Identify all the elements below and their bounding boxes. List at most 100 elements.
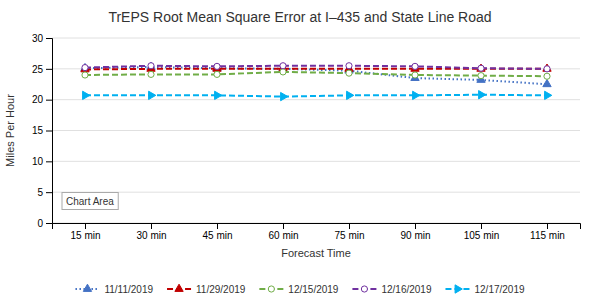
x-tick-label: 90 min	[400, 230, 430, 241]
series	[81, 62, 551, 86]
series-marker	[214, 63, 220, 69]
grid-line	[52, 99, 580, 100]
y-tick-mark	[46, 38, 52, 39]
grid-line	[52, 130, 580, 131]
series-marker	[81, 65, 89, 72]
x-tick-mark	[151, 223, 152, 229]
x-tick-label: 45 min	[202, 230, 232, 241]
series-marker	[82, 72, 88, 78]
x-tick-mark	[415, 223, 416, 229]
y-tick-mark	[46, 69, 52, 70]
series-marker	[544, 73, 550, 79]
x-axis-title: Forecast Time	[281, 247, 351, 259]
x-tick-mark	[283, 223, 284, 229]
y-tick-label: 30	[32, 33, 44, 44]
legend-marker	[361, 286, 367, 292]
x-tick: 60 min	[268, 223, 298, 241]
y-tick-mark	[46, 192, 52, 193]
x-tick: 115 min	[530, 223, 565, 241]
grid-line	[52, 161, 580, 162]
x-tick: 30 min	[136, 223, 166, 241]
legend-marker	[455, 285, 462, 293]
series-marker	[81, 63, 89, 70]
legend-marker	[268, 286, 274, 292]
series-marker	[545, 91, 552, 99]
y-tick-label: 10	[32, 156, 44, 167]
series	[82, 63, 550, 72]
legend-item: 11/11/2019	[75, 284, 153, 295]
legend-label: 12/15/2019	[288, 284, 338, 295]
y-tick-label: 15	[32, 125, 44, 136]
legend-marker	[83, 284, 91, 291]
y-tick-label: 20	[32, 94, 44, 105]
legend-label: 11/11/2019	[104, 284, 153, 295]
y-tick: 5	[37, 187, 52, 198]
legend-item: 12/17/2019	[445, 284, 524, 295]
series-marker	[148, 71, 154, 77]
plot: 0 5 10 15 20 25 30 15 min 30 min 45 min 60 min 75 m…	[32, 33, 581, 241]
legend: 11/11/201911/29/201912/15/201912/16/2019…	[75, 284, 525, 295]
legend-label: 12/16/2019	[381, 284, 431, 295]
series-marker	[281, 92, 288, 100]
y-tick-label: 25	[32, 64, 44, 75]
legend-marker	[175, 284, 183, 291]
x-axis-line	[53, 224, 581, 230]
series-marker	[215, 91, 222, 99]
series	[83, 91, 552, 101]
y-axis-title: Miles Per Hour	[4, 94, 16, 167]
series-marker	[347, 91, 354, 99]
x-tick: 90 min	[400, 223, 430, 241]
series-marker	[213, 64, 221, 71]
x-tick: 15 min	[70, 223, 100, 241]
annotation-box	[62, 193, 118, 210]
y-tick: 0	[37, 218, 52, 229]
y-tick: 20	[32, 94, 52, 105]
x-tick-label: 15 min	[70, 230, 100, 241]
series-marker	[543, 79, 551, 86]
series-marker	[83, 91, 90, 99]
y-tick-label: 0	[37, 218, 43, 229]
x-tick-label: 75 min	[334, 230, 364, 241]
x-tick-label: 105 min	[464, 230, 500, 241]
x-tick: 75 min	[334, 223, 364, 241]
legend-item: 12/16/2019	[352, 284, 431, 295]
legend-label: 12/17/2019	[474, 284, 524, 295]
series-marker	[477, 64, 485, 71]
x-tick-mark	[547, 223, 548, 229]
y-tick-mark	[46, 161, 52, 162]
y-tick-mark	[46, 100, 52, 101]
series-marker	[543, 64, 551, 71]
series-marker	[478, 65, 484, 71]
grid-line	[52, 38, 580, 39]
annotation-text: Chart Area	[66, 196, 114, 207]
chart: TrEPS Root Mean Square Error at I–435 an…	[0, 0, 600, 301]
x-tick-mark	[217, 223, 218, 229]
series-marker	[346, 63, 352, 69]
y-tick: 10	[32, 156, 52, 167]
x-tick-label: 60 min	[268, 230, 298, 241]
x-tick-mark	[481, 223, 482, 229]
series-marker	[280, 69, 286, 75]
series-marker	[412, 63, 418, 69]
x-tick: 45 min	[202, 223, 232, 241]
x-tick-label: 30 min	[136, 230, 166, 241]
series-marker	[544, 66, 550, 72]
y-tick: 15	[32, 125, 52, 136]
title: TrEPS Root Mean Square Error at I–435 an…	[108, 9, 491, 25]
x-axis: 15 min 30 min 45 min 60 min 75 min 90 min 105 …	[53, 223, 581, 241]
series-marker	[148, 63, 154, 69]
y-axis: 0 5 10 15 20 25 30	[32, 33, 53, 229]
x-tick-mark	[349, 223, 350, 229]
series-marker	[149, 91, 156, 99]
y-axis-line	[46, 39, 53, 224]
series-marker	[478, 73, 484, 79]
series-marker	[412, 72, 418, 78]
y-tick-label: 5	[37, 187, 43, 198]
series-marker	[214, 71, 220, 77]
x-tick-mark	[85, 223, 86, 229]
y-tick: 30	[32, 33, 52, 44]
series-marker	[82, 65, 88, 71]
y-tick-mark	[46, 131, 52, 132]
series-marker	[413, 91, 420, 99]
grid-line	[52, 192, 580, 193]
